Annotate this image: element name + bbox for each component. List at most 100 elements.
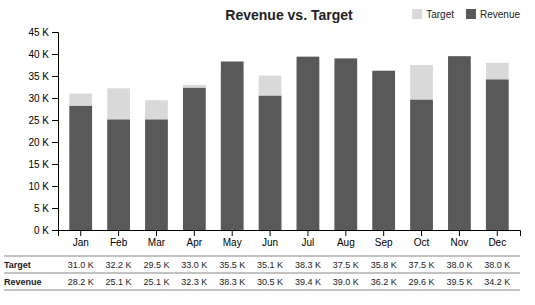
y-tick-label: 25 K (28, 115, 49, 126)
table-cell: 34.2 K (484, 277, 510, 287)
y-tick-label: 5 K (34, 203, 49, 214)
table-row-label: Revenue (4, 277, 42, 287)
x-tick-mark (421, 230, 422, 236)
x-tick: Dec (488, 230, 506, 248)
bar (107, 120, 130, 230)
x-tick: Oct (414, 230, 430, 248)
table-cell: 30.5 K (257, 277, 283, 287)
x-axis: Jan Feb Mar Apr May Jun Jul Aug Sep Oct Nov Dec (59, 230, 521, 248)
table-cell: 38.0 K (446, 260, 472, 270)
table-cell: 38.3 K (219, 277, 245, 287)
title: Revenue vs. Target (225, 7, 353, 23)
legend-label: Revenue (480, 9, 520, 20)
bar (372, 71, 395, 230)
table-row-label: Target (4, 260, 31, 270)
y-tick-label: 15 K (28, 159, 49, 170)
x-tick-label: Sep (375, 237, 393, 248)
bar (334, 58, 357, 230)
legend-item: Revenue (466, 9, 520, 20)
x-tick: Aug (337, 230, 355, 248)
table-cell: 25.1 K (106, 277, 132, 287)
x-tick-mark (232, 230, 233, 236)
bar (183, 85, 206, 230)
y-tick: 10 K (28, 181, 58, 192)
x-axis-line (59, 231, 521, 237)
y-tick: 15 K (28, 159, 58, 170)
x-tick: Jul (302, 230, 315, 248)
x-tick-label: Oct (414, 237, 430, 248)
bar (448, 56, 471, 230)
x-tick-mark (307, 230, 308, 236)
table-rule (4, 256, 520, 257)
table-cell: 29.6 K (409, 277, 435, 287)
bar (145, 100, 168, 230)
y-axis-line (52, 33, 59, 231)
table-cell: 38.3 K (295, 260, 321, 270)
table: Target31.0 K32.2 K29.5 K33.0 K35.5 K35.1… (4, 256, 520, 290)
x-tick: Nov (451, 230, 469, 248)
table-cell: 31.0 K (68, 260, 94, 270)
table-cell: 39.4 K (295, 277, 321, 287)
y-tick: 40 K (28, 49, 58, 60)
table-cell: 35.8 K (371, 260, 397, 270)
x-tick-label: Nov (451, 237, 469, 248)
bar (183, 88, 206, 230)
x-tick: May (223, 230, 242, 248)
x-tick-label: Feb (110, 237, 128, 248)
bar (297, 57, 320, 230)
x-tick-label: Jan (73, 237, 89, 248)
table-cell: 39.5 K (446, 277, 472, 287)
y-tick-mark (52, 208, 58, 209)
y-tick: 30 K (28, 93, 58, 104)
series (69, 56, 508, 230)
bar (107, 88, 130, 230)
x-tick: Jun (262, 230, 278, 248)
y-tick-label: 20 K (28, 137, 49, 148)
y-tick-mark (52, 164, 58, 165)
y-tick: 20 K (28, 137, 58, 148)
table-cell: 25.1 K (143, 277, 169, 287)
y-tick: 25 K (28, 115, 58, 126)
table-cell: 38.0 K (484, 260, 510, 270)
y-tick: 5 K (34, 203, 58, 214)
legend-swatch (466, 9, 476, 19)
y-tick-mark (52, 142, 58, 143)
y-tick: 0 K (34, 225, 58, 236)
legend-swatch (412, 9, 422, 19)
x-tick-label: Mar (148, 237, 166, 248)
legend-item: Target (412, 9, 454, 20)
x-tick-mark (270, 230, 271, 236)
x-tick-mark (459, 230, 460, 236)
table-cell: 37.5 K (409, 260, 435, 270)
y-tick-label: 45 K (28, 27, 49, 38)
x-tick-mark (497, 230, 498, 236)
x-tick-label: Jun (262, 237, 278, 248)
bar (259, 76, 282, 230)
x-tick: Mar (148, 230, 166, 248)
y-tick-label: 0 K (34, 225, 49, 236)
x-tick-label: Dec (488, 237, 506, 248)
chart: 0 K5 K10 K15 K20 K25 K30 K35 K40 K45 KJa… (0, 0, 535, 305)
x-tick: Sep (375, 230, 393, 248)
bar (145, 120, 168, 230)
series (69, 61, 508, 230)
x-tick-mark (383, 230, 384, 236)
table-cell: 33.0 K (181, 260, 207, 270)
x-tick: Feb (110, 230, 128, 248)
y-tick-label: 40 K (28, 49, 49, 60)
table-cell: 28.2 K (68, 277, 94, 287)
y-tick-mark (52, 76, 58, 77)
bar (486, 80, 509, 230)
legend-label: Target (426, 9, 454, 20)
table-cell: 35.1 K (257, 260, 283, 270)
bar (221, 61, 244, 230)
table-rule (4, 290, 520, 291)
y-axis: 0 K5 K10 K15 K20 K25 K30 K35 K40 K45 K (28, 27, 58, 236)
table-rule (4, 273, 520, 274)
x-tick-label: Apr (187, 237, 203, 248)
x-tick-mark (345, 230, 346, 236)
y-tick-label: 30 K (28, 93, 49, 104)
x-tick-mark (194, 230, 195, 236)
x-tick: Apr (187, 230, 203, 248)
bar (69, 94, 92, 230)
